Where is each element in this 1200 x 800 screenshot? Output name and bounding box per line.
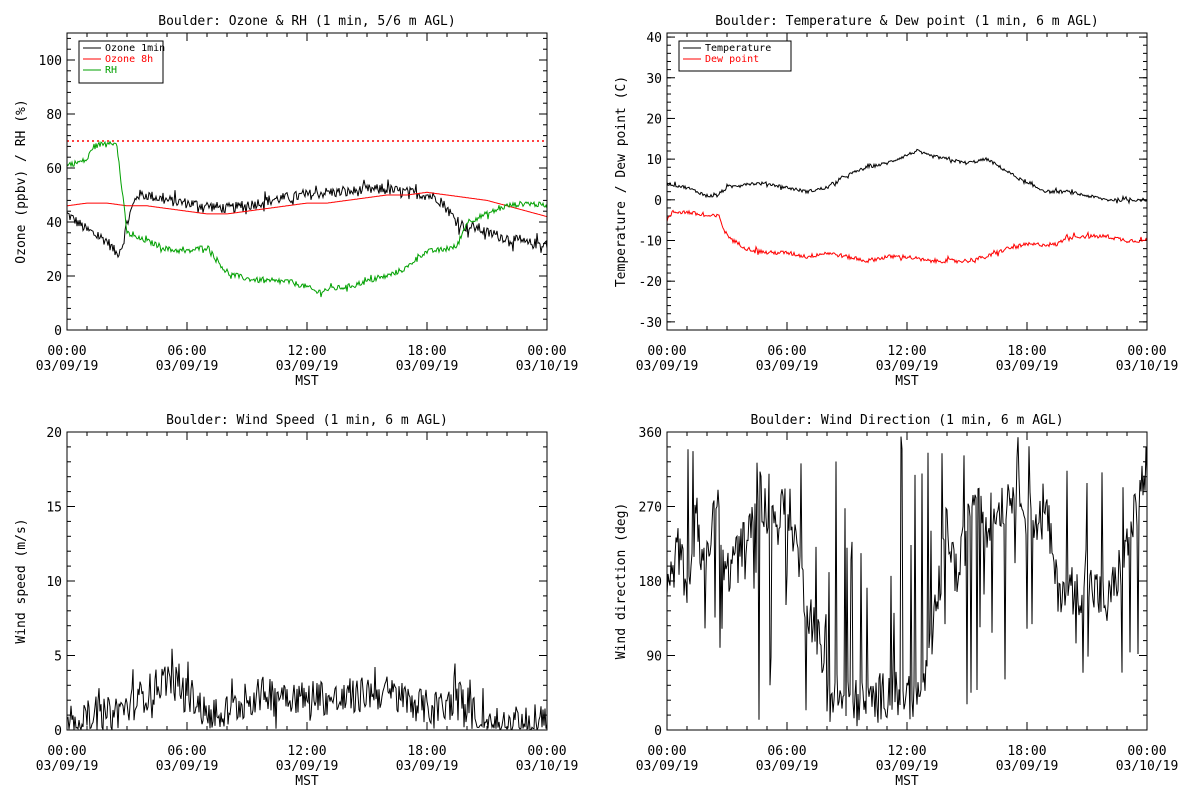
ozone-xtick-time: 00:00 xyxy=(527,344,566,359)
windspeed-xtick-time: 18:00 xyxy=(407,744,446,759)
temperature-xtick-time: 18:00 xyxy=(1007,344,1046,359)
ozone-xtick-date: 03/09/19 xyxy=(276,359,339,374)
windspeed-ytick-label: 20 xyxy=(46,426,62,441)
temperature-xtick-date: 03/09/19 xyxy=(996,359,1059,374)
ozone-xlabel: MST xyxy=(295,374,319,389)
temperature-legend-label: Dew point xyxy=(705,54,759,65)
winddir-panel: Boulder: Wind Direction (1 min, 6 m AGL)… xyxy=(614,413,1178,789)
temperature-xtick-date: 03/09/19 xyxy=(756,359,819,374)
winddir-ytick-label: 270 xyxy=(639,501,662,516)
ozone-ylabel: Ozone (ppbv) / RH (%) xyxy=(14,99,29,263)
temperature-ytick-label: 40 xyxy=(646,31,662,46)
windspeed-title: Boulder: Wind Speed (1 min, 6 m AGL) xyxy=(166,413,448,428)
ozone-ytick-label: 100 xyxy=(39,54,62,69)
temperature-xtick-time: 06:00 xyxy=(767,344,806,359)
windspeed-plot-frame xyxy=(66,431,548,731)
ozone-xtick-time: 12:00 xyxy=(287,344,326,359)
windspeed-series-line-0 xyxy=(67,648,547,730)
temperature-xtick-date: 03/10/19 xyxy=(1116,359,1179,374)
temperature-legend xyxy=(678,40,792,72)
temperature-ytick-label: 10 xyxy=(646,153,662,168)
ozone-xtick-date: 03/09/19 xyxy=(396,359,459,374)
winddir-xtick-date: 03/09/19 xyxy=(996,759,1059,774)
temperature-panel: Boulder: Temperature & Dew point (1 min,… xyxy=(614,14,1178,389)
ozone-xtick-time: 06:00 xyxy=(167,344,206,359)
winddir-xtick-time: 00:00 xyxy=(1127,744,1166,759)
temperature-xtick-date: 03/09/19 xyxy=(636,359,699,374)
winddir-plot-frame xyxy=(666,431,1148,731)
temperature-xtick-time: 12:00 xyxy=(887,344,926,359)
windspeed-ylabel: Wind speed (m/s) xyxy=(14,518,29,643)
winddir-xtick-time: 12:00 xyxy=(887,744,926,759)
winddir-xtick-time: 18:00 xyxy=(1007,744,1046,759)
windspeed-xtick-time: 00:00 xyxy=(527,744,566,759)
ozone-xtick-time: 18:00 xyxy=(407,344,446,359)
ozone-ytick-label: 40 xyxy=(46,216,62,231)
ozone-series-line-2 xyxy=(67,140,547,298)
winddir-ytick-label: 180 xyxy=(639,575,662,590)
temperature-ytick-label: -30 xyxy=(639,316,662,331)
winddir-xtick-date: 03/10/19 xyxy=(1116,759,1179,774)
temperature-ytick-label: -20 xyxy=(639,275,662,290)
ozone-legend-label: RH xyxy=(105,65,117,76)
temperature-plot-frame xyxy=(666,32,1148,331)
winddir-series-line-0 xyxy=(667,436,1147,727)
ozone-ytick-label: 0 xyxy=(54,324,62,339)
ozone-legend-label: Ozone 8h xyxy=(105,54,153,65)
windspeed-xtick-date: 03/09/19 xyxy=(396,759,459,774)
windspeed-xtick-date: 03/09/19 xyxy=(276,759,339,774)
winddir-xlabel: MST xyxy=(895,774,919,789)
ozone-ytick-label: 60 xyxy=(46,162,62,177)
temperature-ytick-label: 30 xyxy=(646,72,662,87)
winddir-ytick-label: 360 xyxy=(639,426,662,441)
temperature-series-line-1 xyxy=(667,209,1147,265)
temperature-ytick-label: 0 xyxy=(654,194,662,209)
ozone-title: Boulder: Ozone & RH (1 min, 5/6 m AGL) xyxy=(158,14,455,29)
winddir-xtick-date: 03/09/19 xyxy=(876,759,939,774)
windspeed-xlabel: MST xyxy=(295,774,319,789)
winddir-xtick-date: 03/09/19 xyxy=(756,759,819,774)
ozone-panel: Boulder: Ozone & RH (1 min, 5/6 m AGL) Oz… xyxy=(14,14,578,389)
ozone-xtick-date: 03/09/19 xyxy=(36,359,99,374)
windspeed-panel: Boulder: Wind Speed (1 min, 6 m AGL) Wind… xyxy=(14,413,578,789)
temperature-legend-label: Temperature xyxy=(705,43,771,54)
windspeed-ytick-label: 0 xyxy=(54,724,62,739)
ozone-ytick-label: 20 xyxy=(46,270,62,285)
temperature-series-line-0 xyxy=(667,148,1147,205)
ozone-xtick-date: 03/10/19 xyxy=(516,359,579,374)
temperature-xtick-time: 00:00 xyxy=(647,344,686,359)
winddir-xtick-time: 00:00 xyxy=(647,744,686,759)
ozone-plot-frame xyxy=(66,32,548,331)
winddir-ytick-label: 90 xyxy=(646,650,662,665)
winddir-xtick-date: 03/09/19 xyxy=(636,759,699,774)
temperature-xtick-date: 03/09/19 xyxy=(876,359,939,374)
windspeed-xtick-date: 03/09/19 xyxy=(36,759,99,774)
winddir-xtick-time: 06:00 xyxy=(767,744,806,759)
temperature-ytick-label: 20 xyxy=(646,112,662,127)
ozone-legend-label: Ozone 1min xyxy=(105,43,165,54)
windspeed-xtick-time: 06:00 xyxy=(167,744,206,759)
windspeed-xtick-time: 00:00 xyxy=(47,744,86,759)
winddir-ylabel: Wind direction (deg) xyxy=(614,503,629,660)
winddir-ytick-label: 0 xyxy=(654,724,662,739)
ozone-xtick-time: 00:00 xyxy=(47,344,86,359)
winddir-title: Boulder: Wind Direction (1 min, 6 m AGL) xyxy=(750,413,1063,428)
windspeed-ytick-label: 10 xyxy=(46,575,62,590)
windspeed-xtick-time: 12:00 xyxy=(287,744,326,759)
temperature-ytick-label: -10 xyxy=(639,234,662,249)
ozone-ytick-label: 80 xyxy=(46,108,62,123)
ozone-xtick-date: 03/09/19 xyxy=(156,359,219,374)
windspeed-ytick-label: 15 xyxy=(46,501,62,516)
temperature-title: Boulder: Temperature & Dew point (1 min,… xyxy=(715,14,1099,29)
temperature-xlabel: MST xyxy=(895,374,919,389)
temperature-ylabel: Temperature / Dew point (C) xyxy=(614,76,629,287)
windspeed-ytick-label: 5 xyxy=(54,650,62,665)
temperature-xtick-time: 00:00 xyxy=(1127,344,1166,359)
windspeed-xtick-date: 03/10/19 xyxy=(516,759,579,774)
ozone-series-line-1 xyxy=(67,191,547,218)
ozone-series-line-0 xyxy=(67,179,547,259)
windspeed-xtick-date: 03/09/19 xyxy=(156,759,219,774)
